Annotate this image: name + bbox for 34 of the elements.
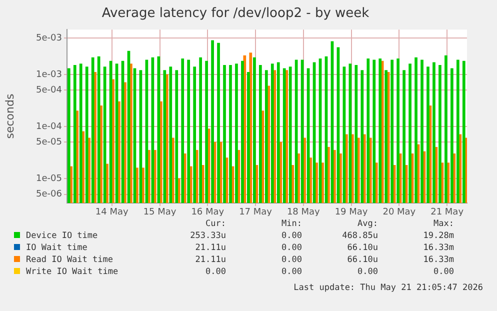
y-tick-label: 1e-03 bbox=[36, 70, 62, 80]
text: 16.33m bbox=[422, 242, 454, 254]
y-axis-title: seconds bbox=[3, 94, 16, 139]
y-tick-label: 5e-03 bbox=[36, 33, 62, 44]
text: 66.10u bbox=[346, 242, 378, 254]
text: 19.28m bbox=[422, 230, 454, 242]
y-tick-label: 1e-05 bbox=[36, 174, 62, 184]
text: Max: bbox=[432, 218, 454, 230]
text: Last update: Thu May 21 21:05:47 2026 bbox=[292, 283, 483, 293]
text: 0.00 bbox=[432, 266, 454, 278]
legend-label: Read IO Wait time bbox=[25, 254, 114, 266]
legend-label: Write IO Wait time bbox=[25, 266, 120, 278]
chart-title: Average latency for /dev/loop2 - by week bbox=[102, 6, 370, 22]
text: 0.00 bbox=[280, 242, 302, 254]
text: 0.00 bbox=[280, 254, 302, 266]
text: 0.00 bbox=[280, 266, 302, 278]
y-tick-label: 1e-04 bbox=[36, 122, 62, 132]
text: 21.11u bbox=[194, 242, 226, 254]
y-tick-label: 5e-06 bbox=[36, 190, 62, 200]
text: 0.00 bbox=[280, 230, 302, 242]
y-tick-label: 5e-05 bbox=[36, 138, 62, 148]
text: 16.33m bbox=[422, 254, 454, 266]
text: 468.85u bbox=[341, 230, 378, 242]
y-tick-label: 5e-04 bbox=[36, 86, 62, 96]
text: 0.00 bbox=[356, 266, 378, 278]
legend-label: IO Wait time bbox=[25, 242, 88, 254]
text: 253.33u bbox=[189, 230, 226, 242]
legend-label: Device IO time bbox=[25, 230, 99, 242]
text: Min: bbox=[280, 218, 302, 230]
text: 66.10u bbox=[346, 254, 378, 266]
text: 0.00 bbox=[204, 266, 226, 278]
text: Avg: bbox=[356, 218, 378, 230]
text: Cur: bbox=[204, 218, 226, 230]
text: 21.11u bbox=[194, 254, 226, 266]
